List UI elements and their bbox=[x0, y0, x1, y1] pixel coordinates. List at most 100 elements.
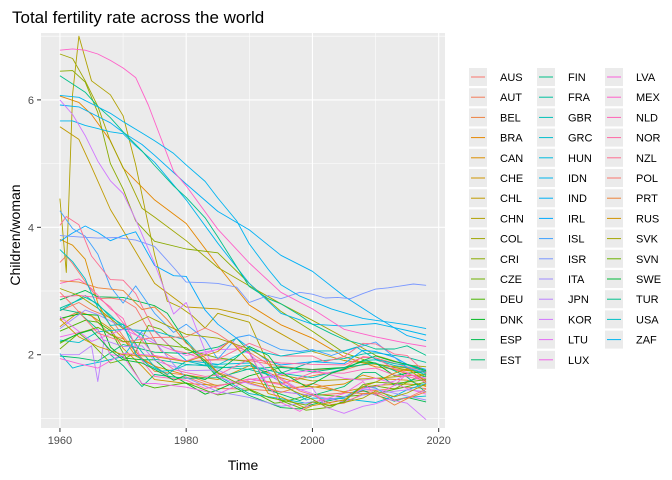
legend-label: IDN bbox=[568, 173, 587, 185]
series-line-gbr bbox=[59, 295, 427, 379]
series-lines bbox=[59, 35, 427, 421]
legend-label: CHL bbox=[500, 193, 522, 205]
series-line-deu bbox=[59, 319, 427, 404]
legend-item-kor: KOR bbox=[537, 310, 592, 329]
major-gridlines bbox=[41, 33, 445, 428]
series-line-ita bbox=[59, 309, 427, 407]
axis-ticks bbox=[37, 99, 440, 432]
y-tick-label: 4 bbox=[28, 222, 34, 234]
legend-item-bra: BRA bbox=[469, 128, 523, 147]
series-line-est bbox=[59, 337, 427, 402]
legend-label: COL bbox=[500, 234, 523, 246]
legend-item-fin: FIN bbox=[537, 68, 586, 86]
legend-item-pol: POL bbox=[605, 169, 658, 187]
legend-label: HUN bbox=[568, 153, 592, 165]
legend-item-grc: GRC bbox=[537, 128, 593, 147]
legend-label: BEL bbox=[500, 112, 521, 124]
legend-item-tur: TUR bbox=[605, 290, 659, 309]
legend-item-deu: DEU bbox=[469, 290, 523, 309]
series-line-hun bbox=[59, 330, 427, 403]
series-line-tur bbox=[59, 75, 427, 356]
legend-item-idn: IDN bbox=[537, 169, 587, 187]
legend-item-prt: PRT bbox=[605, 189, 658, 208]
legend-label: IRL bbox=[568, 213, 585, 225]
legend-label: RUS bbox=[636, 213, 659, 225]
legend-item-chl: CHL bbox=[469, 189, 522, 208]
legend-label: NZL bbox=[636, 153, 657, 165]
legend-item-rus: RUS bbox=[605, 209, 659, 228]
series-line-kor bbox=[59, 99, 427, 421]
x-tick-label: 2020 bbox=[426, 435, 450, 447]
legend-item-cri: CRI bbox=[469, 249, 519, 268]
legend-label: LTU bbox=[568, 335, 588, 347]
legend-label: AUS bbox=[500, 72, 523, 84]
legend-background bbox=[460, 60, 665, 410]
legend-label: GBR bbox=[568, 112, 592, 124]
legend-label: NOR bbox=[636, 133, 661, 145]
legend-label: CAN bbox=[500, 153, 523, 165]
legend-label: LUX bbox=[568, 355, 590, 367]
series-line-nzl bbox=[59, 216, 427, 374]
legend-label: PRT bbox=[636, 193, 658, 205]
legend-item-lux: LUX bbox=[537, 350, 590, 369]
y-tick-labels: 2 4 6 bbox=[28, 95, 34, 362]
legend-label: POL bbox=[636, 173, 658, 185]
series-line-jpn bbox=[59, 339, 427, 403]
legend-item-bel: BEL bbox=[469, 108, 521, 127]
x-tick-label: 1980 bbox=[174, 435, 198, 447]
legend-item-cze: CZE bbox=[469, 270, 522, 288]
legend-label: SVN bbox=[636, 254, 659, 266]
legend-label: GRC bbox=[568, 133, 593, 145]
legend-item-hun: HUN bbox=[537, 148, 592, 167]
series-line-usa bbox=[59, 249, 427, 373]
series-line-idn bbox=[59, 120, 427, 336]
legend-item-isl: ISL bbox=[537, 229, 585, 248]
legend-label: CHN bbox=[500, 213, 524, 225]
legend-item-svn: SVN bbox=[605, 249, 659, 268]
legend-item-aut: AUT bbox=[469, 88, 522, 107]
legend-label: JPN bbox=[568, 294, 589, 306]
legend-label: EST bbox=[500, 355, 522, 367]
legend-label: ZAF bbox=[636, 335, 657, 347]
series-line-irl bbox=[59, 225, 427, 370]
series-line-lux bbox=[59, 328, 427, 395]
series-line-chl bbox=[59, 126, 427, 378]
legend-item-irl: IRL bbox=[537, 209, 585, 228]
series-line-col bbox=[59, 53, 427, 368]
legend-item-zaf: ZAF bbox=[605, 330, 657, 349]
legend-label: CZE bbox=[500, 274, 522, 286]
legend-item-che: CHE bbox=[469, 169, 523, 187]
legend-label: ESP bbox=[500, 335, 522, 347]
legend-label: SVK bbox=[636, 234, 659, 246]
legend-label: ISL bbox=[568, 234, 585, 246]
x-tick-labels: 1960 1980 2000 2020 bbox=[48, 435, 451, 447]
legend-label: CHE bbox=[500, 173, 523, 185]
legend-label: AUT bbox=[500, 92, 522, 104]
legend-label: BRA bbox=[500, 133, 523, 145]
legend-label: NLD bbox=[636, 112, 658, 124]
legend-item-aus: AUS bbox=[469, 68, 523, 86]
legend: AUS AUT BEL BRA CAN CHE CHL CHN COL CRI CZE DEU DNK E… bbox=[460, 60, 665, 410]
legend-item-can: CAN bbox=[469, 148, 523, 167]
legend-item-isr: ISR bbox=[537, 249, 586, 268]
legend-item-ind: IND bbox=[537, 189, 587, 208]
series-line-svk bbox=[59, 288, 427, 407]
series-line-ltu bbox=[59, 316, 427, 404]
legend-item-est: EST bbox=[469, 350, 522, 369]
series-line-fra bbox=[59, 296, 427, 377]
legend-item-gbr: GBR bbox=[537, 108, 592, 127]
series-line-swe bbox=[59, 329, 427, 388]
x-tick-label: 1960 bbox=[48, 435, 72, 447]
legend-label: TUR bbox=[636, 294, 659, 306]
legend-label: FIN bbox=[568, 72, 586, 84]
series-line-zaf bbox=[59, 94, 427, 330]
legend-label: FRA bbox=[568, 92, 591, 104]
legend-item-swe: SWE bbox=[605, 270, 661, 288]
legend-item-esp: ESP bbox=[469, 330, 522, 349]
y-tick-label: 6 bbox=[28, 95, 34, 107]
series-line-isr bbox=[59, 235, 427, 303]
series-line-mex bbox=[59, 48, 427, 347]
series-line-dnk bbox=[59, 313, 427, 395]
legend-label: MEX bbox=[636, 92, 661, 104]
